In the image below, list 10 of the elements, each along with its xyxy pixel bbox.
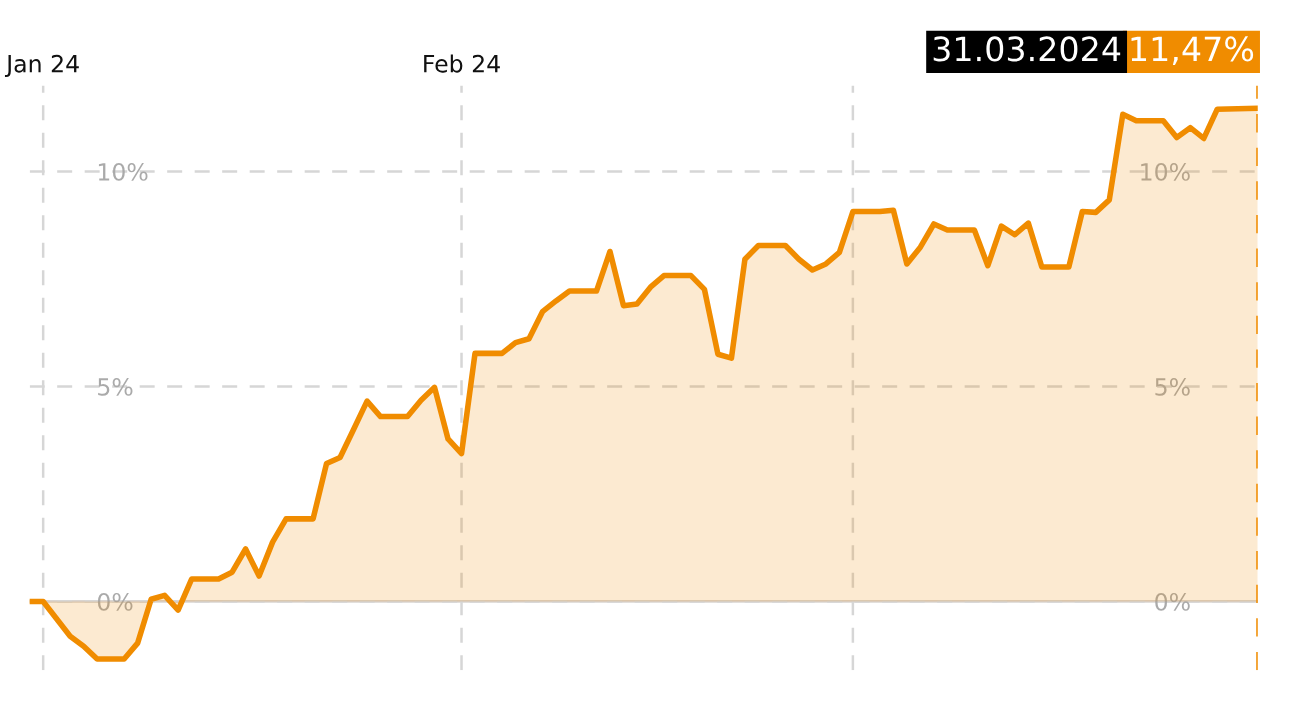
text: 5% [1155, 377, 1190, 396]
x-tick-label: Feb 24 [424, 54, 500, 73]
text: 0% [1155, 592, 1190, 611]
text: 11,47% [1131, 36, 1254, 65]
text: 31.03.2024 [933, 36, 1121, 62]
x-tick-label: Jan 24 [4, 54, 79, 78]
y-tick-label: 0% [97, 592, 133, 611]
y-tick-label: 10% [98, 162, 148, 181]
y-tick-label: 5% [98, 377, 133, 396]
text: 10% [1141, 162, 1190, 181]
